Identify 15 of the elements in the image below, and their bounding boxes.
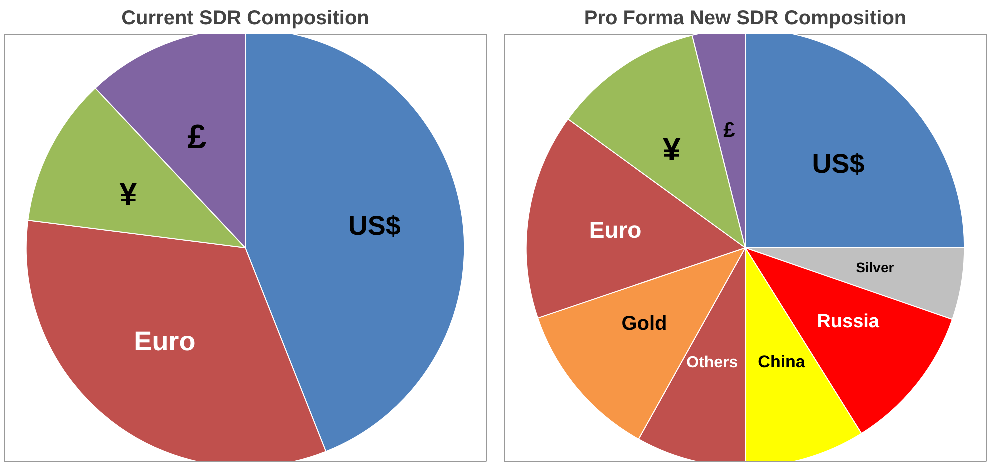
chart-title: Pro Forma New SDR Composition [584,8,907,30]
slice-label: US$ [348,210,401,241]
slice-label: £ [724,118,736,142]
slice-label: Others [686,354,738,372]
slice-label: Euro [589,217,642,244]
slice-label: China [758,352,806,372]
slice-label: ¥ [119,176,138,212]
slice-label: £ [188,118,207,157]
slice-label: Russia [817,311,880,332]
slice-label: Gold [622,312,668,335]
slice-label: ¥ [663,132,682,168]
chart-title: Current SDR Composition [122,8,370,30]
slice-label: Silver [856,260,895,276]
slice-label: Euro [134,326,196,357]
slice-label: US$ [812,149,865,180]
